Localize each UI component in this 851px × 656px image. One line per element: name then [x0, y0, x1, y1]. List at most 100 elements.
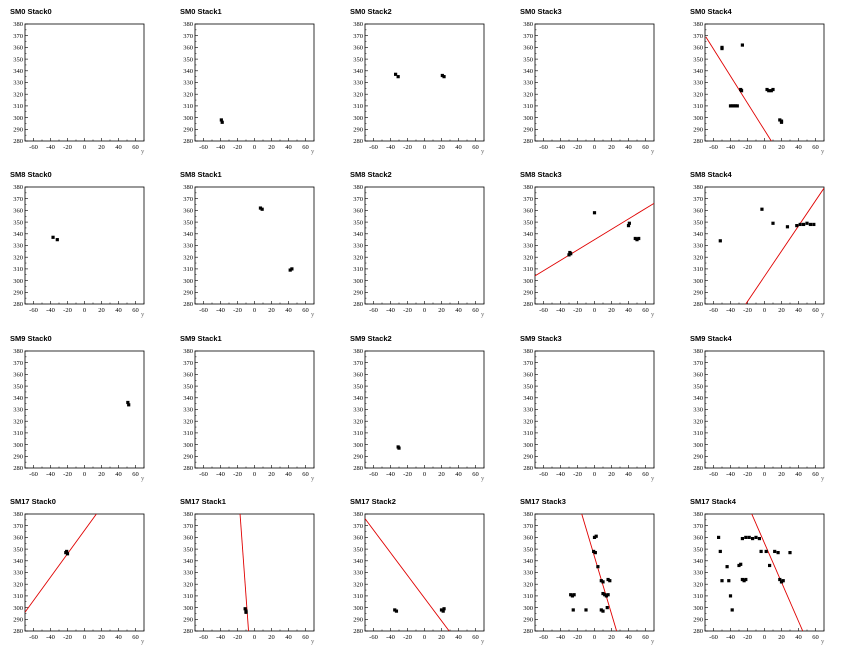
x-tick-label: 0 — [253, 471, 256, 478]
x-tick-label: 0 — [593, 471, 596, 478]
x-tick-label: -60 — [709, 634, 718, 641]
chart-panel: SM17 Stack0 280 290 300 310 320 330 340 350 360 37… — [10, 497, 145, 645]
y-tick-label: 280 — [523, 628, 533, 635]
data-point — [64, 551, 68, 555]
x-tick-label: -60 — [369, 144, 378, 151]
y-tick-label: 340 — [13, 558, 23, 565]
y-tick-label: 360 — [523, 208, 533, 215]
y-tick-label: 300 — [183, 605, 193, 612]
data-point — [127, 403, 131, 407]
x-tick-label: -60 — [539, 471, 548, 478]
y-tick-label: 330 — [523, 80, 533, 87]
chart-title: SM17 Stack0 — [10, 497, 56, 506]
x-tick-label: 20 — [778, 144, 785, 151]
y-tick-label: 330 — [183, 80, 193, 87]
data-point — [584, 608, 588, 612]
x-axis-label: y — [141, 148, 145, 155]
chart-title: SM8 Stack0 — [10, 170, 52, 179]
data-point — [606, 593, 610, 597]
data-point — [604, 594, 608, 598]
x-tick-label: -20 — [63, 471, 72, 478]
x-tick-label: -40 — [726, 307, 735, 314]
y-tick-label: 300 — [523, 115, 533, 122]
x-tick-label: 20 — [268, 307, 275, 314]
x-tick-label: 60 — [812, 634, 819, 641]
data-point — [720, 579, 724, 583]
y-tick-label: 360 — [693, 208, 703, 215]
y-tick-label: 310 — [523, 430, 533, 437]
y-tick-label: 360 — [353, 535, 363, 542]
x-tick-label: -40 — [46, 471, 55, 478]
data-point — [759, 549, 763, 554]
data-point — [737, 563, 741, 568]
data-point — [744, 535, 748, 539]
x-tick-label: 20 — [98, 634, 105, 641]
data-point — [757, 536, 761, 541]
y-tick-label: 340 — [353, 558, 363, 565]
x-tick-label: 0 — [593, 307, 596, 314]
x-axis-label: y — [311, 311, 315, 318]
x-tick-label: -20 — [403, 471, 412, 478]
y-tick-label: 320 — [183, 581, 193, 588]
y-tick-label: 340 — [523, 68, 533, 75]
y-tick-label: 350 — [693, 383, 703, 390]
y-tick-label: 320 — [523, 91, 533, 98]
x-tick-label: 20 — [98, 307, 105, 314]
x-tick-label: -60 — [199, 307, 208, 314]
x-tick-label: 0 — [763, 307, 766, 314]
y-tick-label: 370 — [523, 33, 533, 40]
y-tick-label: 330 — [353, 80, 363, 87]
y-tick-label: 340 — [183, 558, 193, 565]
y-tick-label: 330 — [523, 243, 533, 250]
data-point — [594, 534, 598, 538]
x-tick-label: -20 — [233, 307, 242, 314]
x-tick-label: -40 — [556, 634, 565, 641]
chart-title: SM17 Stack4 — [690, 497, 737, 506]
chart-panel: SM0 Stack2 280 290 300 310 320 330 340 350 360 370… — [350, 7, 485, 155]
data-point — [637, 236, 641, 241]
y-tick-label: 340 — [353, 231, 363, 238]
x-axis-label: y — [651, 311, 655, 318]
data-point — [635, 238, 639, 242]
y-tick-label: 330 — [183, 570, 193, 577]
y-tick-label: 280 — [693, 465, 703, 472]
y-tick-label: 360 — [13, 208, 23, 215]
x-tick-label: -20 — [63, 144, 72, 151]
y-tick-label: 330 — [353, 407, 363, 414]
y-tick-label: 280 — [353, 301, 363, 308]
x-tick-label: 40 — [285, 307, 292, 314]
data-point — [593, 551, 597, 555]
x-tick-label: -40 — [216, 634, 225, 641]
x-tick-label: 40 — [115, 471, 122, 478]
y-tick-label: 340 — [183, 231, 193, 238]
x-tick-label: 0 — [763, 144, 766, 151]
y-tick-label: 340 — [693, 231, 703, 238]
y-tick-label: 310 — [693, 103, 703, 110]
y-tick-label: 370 — [183, 196, 193, 203]
chart-panel: SM8 Stack2 280 290 300 310 320 330 340 350 360 370… — [350, 170, 485, 318]
x-tick-label: -20 — [573, 144, 582, 151]
data-point — [718, 549, 722, 554]
x-tick-label: -60 — [29, 634, 38, 641]
y-tick-label: 380 — [353, 348, 363, 355]
data-point — [730, 608, 734, 612]
x-tick-label: -60 — [709, 471, 718, 478]
x-tick-label: -60 — [199, 471, 208, 478]
data-point — [725, 565, 729, 569]
x-tick-label: 0 — [423, 307, 426, 314]
data-point — [795, 224, 799, 228]
chart-title: SM17 Stack1 — [180, 497, 226, 506]
y-tick-label: 360 — [183, 208, 193, 215]
chart-title: SM0 Stack2 — [350, 7, 392, 16]
x-tick-label: -60 — [199, 144, 208, 151]
y-tick-label: 380 — [523, 21, 533, 28]
plot-frame — [704, 23, 825, 142]
x-axis-label: y — [311, 475, 315, 482]
data-point — [601, 609, 605, 613]
chart-title: SM0 Stack3 — [520, 7, 562, 16]
data-point — [760, 207, 764, 211]
chart-title: SM0 Stack1 — [180, 7, 222, 16]
y-tick-label: 370 — [353, 196, 363, 203]
y-tick-label: 290 — [353, 617, 363, 624]
y-tick-label: 310 — [693, 430, 703, 437]
